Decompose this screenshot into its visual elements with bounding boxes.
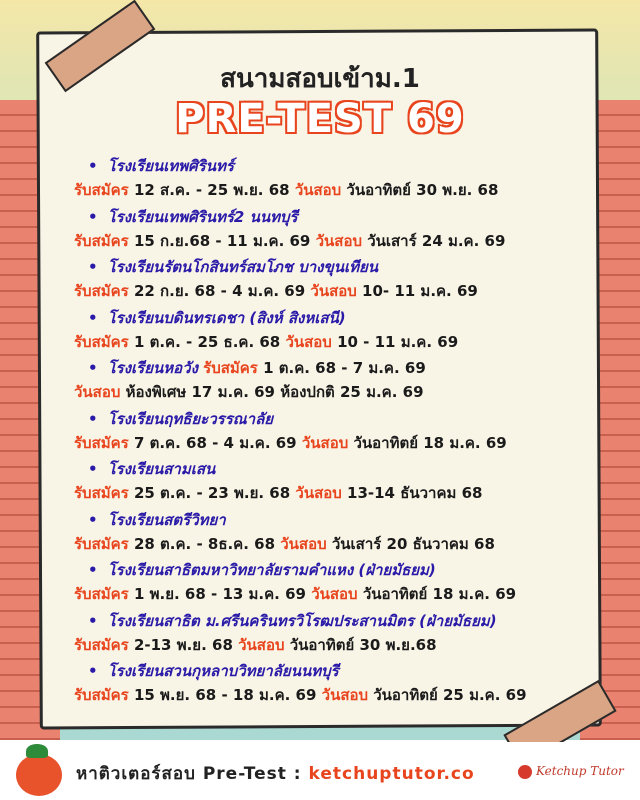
exam-label: วันสอบ [295,484,342,502]
exam-date: 10 - 11 ม.ค. 69 [337,332,459,351]
list-item: โรงเรียนรัตนโกสินทร์สมโภช บางขุนเทียนรับ… [74,255,594,306]
list-item: โรงเรียนหอวัง รับสมัคร 1 ต.ค. 68 - 7 ม.ค… [74,356,594,407]
list-item: โรงเรียนฤทธิยะวรรณาลัยรับสมัคร 7 ต.ค. 68… [74,407,594,458]
schedule-row: รับสมัคร 7 ต.ค. 68 - 4 ม.ค. 69 วันสอบ วั… [74,431,594,455]
school-name: โรงเรียนรัตนโกสินทร์สมโภช บางขุนเทียน [74,258,378,276]
school-row: โรงเรียนสตรีวิทยา [74,508,594,532]
exam-date: วันอาทิตย์ 18 ม.ค. 69 [362,585,517,603]
school-row: โรงเรียนสามเสน [74,457,594,481]
school-name: โรงเรียนสามเสน [74,460,215,478]
exam-date: วันอาทิตย์ 18 ม.ค. 69 [353,433,507,452]
schedule-row: รับสมัคร 28 ต.ค. - 8ธ.ค. 68 วันสอบ วันเส… [74,532,594,556]
schedule-row: รับสมัคร 22 ก.ย. 68 - 4 ม.ค. 69 วันสอบ 1… [74,279,594,303]
school-name: โรงเรียนสตรีวิทยา [74,511,226,529]
school-row: โรงเรียนรัตนโกสินทร์สมโภช บางขุนเทียน [74,255,594,279]
schedule-row: รับสมัคร 12 ส.ค. - 25 พ.ย. 68 วันสอบ วัน… [74,178,594,202]
list-item: โรงเรียนเทพศิรินทร์2 นนทบุรีรับสมัคร 15 … [74,205,594,256]
footer-url-link[interactable]: ketchuptutor.co [308,764,475,784]
school-row: โรงเรียนสาธิต ม.ศรีนครินทรวิโรฒประสานมิต… [74,609,594,633]
apply-label: รับสมัคร [203,359,258,377]
school-row: โรงเรียนฤทธิยะวรรณาลัย [74,407,594,431]
exam-label: วันสอบ [74,383,121,401]
exam-date: 10- 11 ม.ค. 69 [362,282,478,300]
school-row: โรงเรียนหอวัง รับสมัคร 1 ต.ค. 68 - 7 ม.ค… [74,356,594,380]
exam-label: วันสอบ [311,585,358,603]
schedule-row: รับสมัคร 2-13 พ.ย. 68 วันสอบ วันอาทิตย์ … [74,633,594,657]
list-item: โรงเรียนสวนกุหลาบวิทยาลัยนนทบุรีรับสมัคร… [74,659,594,710]
apply-label: รับสมัคร [74,332,129,351]
exam-label: วันสอบ [280,534,327,553]
school-name: โรงเรียนสาธิต ม.ศรีนครินทรวิโรฒประสานมิต… [74,612,497,630]
exam-label: วันสอบ [315,231,362,250]
exam-label: วันสอบ [285,332,332,351]
school-name: โรงเรียนหอวัง [74,359,198,377]
apply-label: รับสมัคร [74,686,129,704]
list-item: โรงเรียนสาธิตมหาวิทยาลัยรามคำแหง (ฝ่ายมั… [74,558,594,609]
apply-dates: 15 พ.ย. 68 - 18 ม.ค. 69 [133,686,317,704]
apply-dates: 22 ก.ย. 68 - 4 ม.ค. 69 [133,282,306,300]
exam-label: วันสอบ [321,686,369,704]
school-row: โรงเรียนสาธิตมหาวิทยาลัยรามคำแหง (ฝ่ายมั… [74,558,594,582]
school-name: โรงเรียนสาธิตมหาวิทยาลัยรามคำแหง (ฝ่ายมั… [74,561,436,579]
apply-dates: 2-13 พ.ย. 68 [133,635,233,654]
school-row: โรงเรียนบดินทรเดชา (สิงห์ สิงหเสนี) [74,306,594,330]
schedule-row: รับสมัคร 1 ต.ค. - 25 ธ.ค. 68 วันสอบ 10 -… [74,330,594,354]
headline: PRE-TEST 69 [174,95,465,144]
apply-dates: 1 ต.ค. - 25 ธ.ค. 68 [133,332,281,351]
footer-label: หาติวเตอร์สอบ Pre-Test : [76,764,309,784]
exam-date: วันอาทิตย์ 30 พ.ย. 68 [346,181,499,199]
exam-label: วันสอบ [294,181,342,199]
school-name: โรงเรียนเทพศิรินทร์ [74,157,234,175]
school-row: โรงเรียนเทพศิรินทร์2 นนทบุรี [74,205,594,229]
exam-date: วันเสาร์ 24 ม.ค. 69 [367,231,506,250]
school-name: โรงเรียนสวนกุหลาบวิทยาลัยนนทบุรี [74,662,339,680]
schedule-row: รับสมัคร 1 พ.ย. 68 - 13 ม.ค. 69 วันสอบ ว… [74,582,594,606]
apply-label: รับสมัคร [74,585,129,603]
tomato-mascot-icon [16,754,62,796]
school-row: โรงเรียนเทพศิรินทร์ [74,154,594,178]
footer: หาติวเตอร์สอบ Pre-Test : ketchuptutor.co… [0,742,640,800]
schedule-row: รับสมัคร 15 ก.ย.68 - 11 ม.ค. 69 วันสอบ ว… [74,229,594,253]
footer-text: หาติวเตอร์สอบ Pre-Test : ketchuptutor.co [76,760,475,787]
apply-label: รับสมัคร [74,484,129,502]
schedule-row: รับสมัคร 25 ต.ค. - 23 พ.ย. 68 วันสอบ 13-… [74,481,594,505]
list-item: โรงเรียนบดินทรเดชา (สิงห์ สิงหเสนี) รับสม… [74,306,594,357]
apply-label: รับสมัคร [74,181,129,199]
school-name: โรงเรียนบดินทรเดชา (สิงห์ สิงหเสนี) [74,309,346,327]
apply-dates: 12 ส.ค. - 25 พ.ย. 68 [133,181,290,199]
schedule-row: รับสมัคร 15 พ.ย. 68 - 18 ม.ค. 69 วันสอบ … [74,683,594,707]
apply-dates: 15 ก.ย.68 - 11 ม.ค. 69 [133,231,311,250]
schedule-row: วันสอบ ห้องพิเศษ 17 ม.ค. 69 ห้องปกติ 25 … [74,380,594,404]
exam-date: วันเสาร์ 20 ธันวาคม 68 [331,534,495,553]
apply-dates: 1 ต.ค. 68 - 7 ม.ค. 69 [263,359,426,377]
list-item: โรงเรียนสาธิต ม.ศรีนครินทรวิโรฒประสานมิต… [74,609,594,660]
exam-label: วันสอบ [310,282,357,300]
exam-date: 13-14 ธันวาคม 68 [347,484,483,502]
exam-label: วันสอบ [301,433,349,452]
school-list: โรงเรียนเทพศิรินทร์รับสมัคร 12 ส.ค. - 25… [74,154,594,710]
exam-date: วันอาทิตย์ 30 พ.ย.68 [289,635,437,654]
apply-label: รับสมัคร [74,534,129,553]
exam-date: ห้องพิเศษ 17 ม.ค. 69 ห้องปกติ 25 ม.ค. 69 [125,383,424,401]
apply-dates: 28 ต.ค. - 8ธ.ค. 68 [133,534,276,553]
apply-label: รับสมัคร [74,282,129,300]
leaf-icon [26,744,48,758]
school-name: โรงเรียนเทพศิรินทร์2 นนทบุรี [74,208,298,226]
apply-label: รับสมัคร [74,231,129,250]
exam-label: วันสอบ [238,635,285,654]
apply-dates: 1 พ.ย. 68 - 13 ม.ค. 69 [133,585,306,603]
school-row: โรงเรียนสวนกุหลาบวิทยาลัยนนทบุรี [74,659,594,683]
exam-date: วันอาทิตย์ 25 ม.ค. 69 [373,686,527,704]
school-name: โรงเรียนฤทธิยะวรรณาลัย [74,410,273,428]
apply-label: รับสมัคร [74,635,129,654]
brand-logo: Ketchup Tutor [518,764,624,779]
apply-dates: 25 ต.ค. - 23 พ.ย. 68 [133,484,291,502]
list-item: โรงเรียนเทพศิรินทร์รับสมัคร 12 ส.ค. - 25… [74,154,594,205]
apply-label: รับสมัคร [74,433,129,452]
page-title: สนามสอบเข้าม.1 [220,64,420,94]
apply-dates: 7 ต.ค. 68 - 4 ม.ค. 69 [133,433,297,452]
